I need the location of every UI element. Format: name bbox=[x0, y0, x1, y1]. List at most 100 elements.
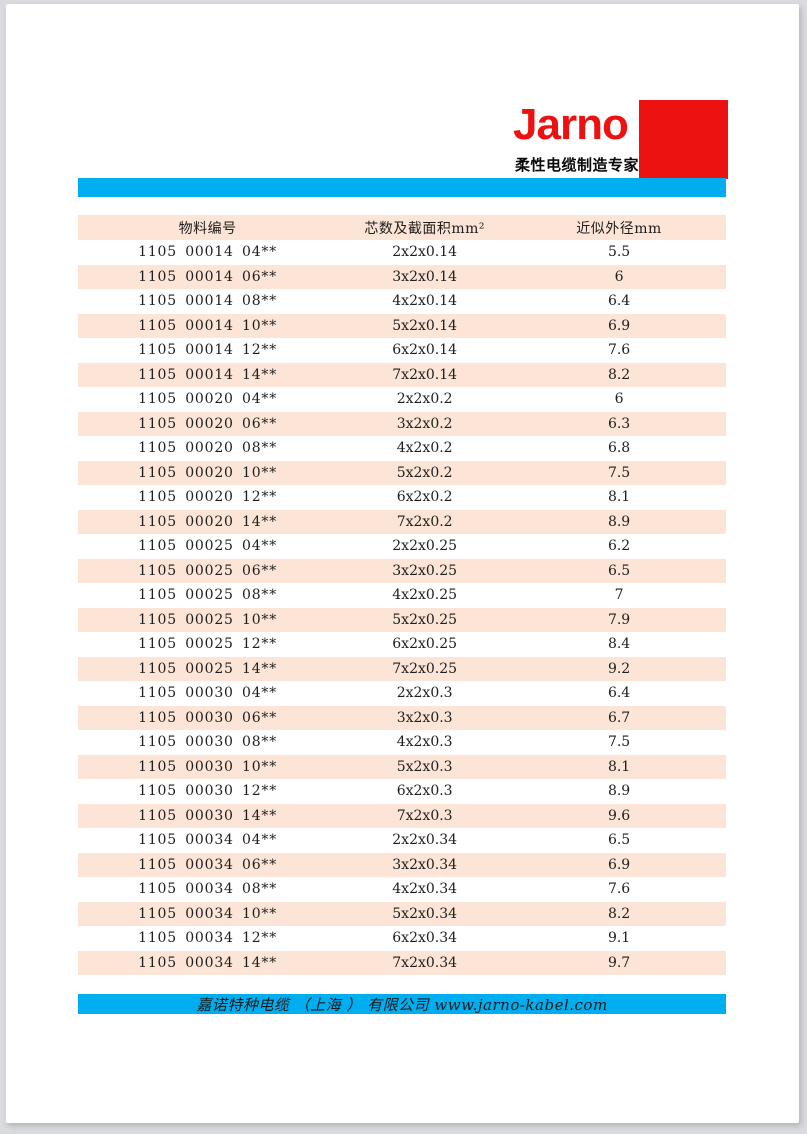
table-row: 1105 00014 14** 7x2x0.14 8.2 bbox=[78, 362, 726, 387]
core-section-cell: 7x2x0.34 bbox=[337, 950, 513, 975]
material-code-cell: 1105 00030 10** bbox=[78, 754, 338, 779]
table-row: 1105 00034 08** 4x2x0.34 7.6 bbox=[78, 877, 726, 902]
material-code-cell: 1105 00030 04** bbox=[138, 685, 278, 702]
core-section-cell: 7x2x0.14 bbox=[337, 362, 513, 387]
table-row: 1105 00014 12** 6x2x0.14 7.6 bbox=[78, 338, 726, 363]
material-code-cell: 1105 00020 04** bbox=[138, 391, 278, 408]
material-code-cell: 1105 00034 14** bbox=[78, 950, 338, 975]
core-section-cell: 4x2x0.34 bbox=[392, 881, 458, 898]
table-row: 1105 00025 08** 4x2x0.25 7 bbox=[78, 583, 726, 608]
material-code-cell: 1105 00014 04** bbox=[138, 244, 278, 261]
table-row: 1105 00034 10** 5x2x0.34 8.2 bbox=[78, 901, 726, 926]
table-row: 1105 00014 08** 4x2x0.14 6.4 bbox=[78, 289, 726, 314]
core-section-cell: 4x2x0.25 bbox=[392, 587, 458, 604]
outer-diameter-cell: 8.2 bbox=[512, 362, 726, 387]
core-section-cell: 4x2x0.3 bbox=[396, 734, 453, 751]
core-section-cell: 5x2x0.25 bbox=[337, 607, 513, 632]
outer-diameter-cell: 5.5 bbox=[607, 244, 631, 261]
material-code-cell: 1105 00014 12** bbox=[138, 342, 278, 359]
outer-diameter-cell: 9.7 bbox=[512, 950, 726, 975]
table-row: 1105 00020 10** 5x2x0.2 7.5 bbox=[78, 460, 726, 485]
table-row: 1105 00025 12** 6x2x0.25 8.4 bbox=[78, 632, 726, 657]
outer-diameter-cell: 7.6 bbox=[607, 881, 631, 898]
table-row: 1105 00020 06** 3x2x0.2 6.3 bbox=[78, 411, 726, 436]
core-section-cell: 2x2x0.34 bbox=[392, 832, 458, 849]
core-section-cell: 3x2x0.2 bbox=[337, 411, 513, 436]
table-row: 1105 00025 06** 3x2x0.25 6.5 bbox=[78, 558, 726, 583]
material-code-cell: 1105 00020 06** bbox=[78, 411, 338, 436]
core-section-cell: 2x2x0.3 bbox=[396, 685, 453, 702]
footer-bar: 嘉诺特种电缆 （上海 ） 有限公司 www.jarno-kabel.com bbox=[78, 994, 726, 1014]
outer-diameter-cell: 6.5 bbox=[607, 832, 631, 849]
outer-diameter-cell: 6.4 bbox=[607, 685, 631, 702]
table-row: 1105 00034 14** 7x2x0.34 9.7 bbox=[78, 950, 726, 975]
outer-diameter-cell: 8.9 bbox=[512, 509, 726, 534]
material-code-cell: 1105 00030 06** bbox=[78, 705, 338, 730]
outer-diameter-cell: 8.1 bbox=[512, 754, 726, 779]
table-row: 1105 00034 04** 2x2x0.34 6.5 bbox=[78, 828, 726, 853]
material-code-cell: 1105 00030 12** bbox=[138, 783, 278, 800]
table-row: 1105 00014 04** 2x2x0.14 5.5 bbox=[78, 240, 726, 265]
table-row: 1105 00030 04** 2x2x0.3 6.4 bbox=[78, 681, 726, 706]
material-code-cell: 1105 00025 06** bbox=[78, 558, 338, 583]
table-row: 1105 00034 12** 6x2x0.34 9.1 bbox=[78, 926, 726, 951]
core-section-cell: 4x2x0.2 bbox=[396, 440, 453, 457]
outer-diameter-cell: 6 bbox=[512, 264, 726, 289]
table-row: 1105 00030 12** 6x2x0.3 8.9 bbox=[78, 779, 726, 804]
material-code-cell: 1105 00034 10** bbox=[78, 901, 338, 926]
core-section-cell: 5x2x0.14 bbox=[337, 313, 513, 338]
outer-diameter-cell: 8.9 bbox=[607, 783, 631, 800]
core-section-cell: 6x2x0.14 bbox=[392, 342, 458, 359]
material-code-cell: 1105 00020 14** bbox=[78, 509, 338, 534]
material-code-cell: 1105 00025 14** bbox=[78, 656, 338, 681]
material-code-cell: 1105 00014 06** bbox=[78, 264, 338, 289]
outer-diameter-cell: 9.1 bbox=[607, 930, 631, 947]
outer-diameter-cell: 9.2 bbox=[512, 656, 726, 681]
material-code-cell: 1105 00030 14** bbox=[78, 803, 338, 828]
table-row: 1105 00025 04** 2x2x0.25 6.2 bbox=[78, 534, 726, 559]
core-section-cell: 7x2x0.25 bbox=[337, 656, 513, 681]
table-row: 1105 00020 04** 2x2x0.2 6 bbox=[78, 387, 726, 412]
table-body: 1105 00014 04** 2x2x0.14 5.5 1105 00014 06*… bbox=[78, 240, 726, 975]
core-section-cell: 6x2x0.2 bbox=[396, 489, 453, 506]
material-code-cell: 1105 00025 04** bbox=[138, 538, 278, 555]
outer-diameter-cell: 8.2 bbox=[512, 901, 726, 926]
table-row: 1105 00030 08** 4x2x0.3 7.5 bbox=[78, 730, 726, 755]
material-code-cell: 1105 00034 04** bbox=[138, 832, 278, 849]
outer-diameter-cell: 7.6 bbox=[607, 342, 631, 359]
material-code-cell: 1105 00014 08** bbox=[138, 293, 278, 310]
outer-diameter-cell: 9.6 bbox=[512, 803, 726, 828]
outer-diameter-cell: 8.1 bbox=[607, 489, 631, 506]
core-section-cell: 3x2x0.14 bbox=[337, 264, 513, 289]
outer-diameter-cell: 6.9 bbox=[512, 313, 726, 338]
core-section-cell: 7x2x0.3 bbox=[337, 803, 513, 828]
core-section-cell: 7x2x0.2 bbox=[337, 509, 513, 534]
table-row: 1105 00014 06** 3x2x0.14 6 bbox=[78, 264, 726, 289]
footer-company-text: 嘉诺特种电缆 （上海 ） 有限公司 www.jarno-kabel.com bbox=[196, 995, 608, 1014]
material-code-cell: 1105 00030 08** bbox=[138, 734, 278, 751]
outer-diameter-cell: 6.8 bbox=[607, 440, 631, 457]
outer-diameter-cell: 6.4 bbox=[607, 293, 631, 310]
table-header-row: 物料编号 芯数及截面积mm² 近似外径mm bbox=[78, 215, 726, 240]
table-row: 1105 00030 14** 7x2x0.3 9.6 bbox=[78, 803, 726, 828]
table-row: 1105 00020 08** 4x2x0.2 6.8 bbox=[78, 436, 726, 461]
core-section-cell: 6x2x0.25 bbox=[392, 636, 458, 653]
core-section-cell: 4x2x0.14 bbox=[392, 293, 458, 310]
header-accent-bar bbox=[78, 178, 726, 197]
outer-diameter-cell: 6 bbox=[614, 391, 624, 408]
outer-diameter-cell: 7.9 bbox=[512, 607, 726, 632]
core-section-cell: 2x2x0.2 bbox=[396, 391, 453, 408]
table-row: 1105 00025 10** 5x2x0.25 7.9 bbox=[78, 607, 726, 632]
outer-diameter-cell: 7 bbox=[614, 587, 624, 604]
core-section-cell: 2x2x0.14 bbox=[392, 244, 458, 261]
outer-diameter-cell: 6.9 bbox=[512, 852, 726, 877]
outer-diameter-cell: 6.2 bbox=[607, 538, 631, 555]
column-header-material-code: 物料编号 bbox=[78, 215, 338, 240]
logo-red-square bbox=[639, 100, 728, 179]
product-spec-table: 物料编号 芯数及截面积mm² 近似外径mm 1105 00014 04** 2x2… bbox=[78, 215, 726, 975]
table-row: 1105 00030 06** 3x2x0.3 6.7 bbox=[78, 705, 726, 730]
table-row: 1105 00030 10** 5x2x0.3 8.1 bbox=[78, 754, 726, 779]
material-code-cell: 1105 00020 12** bbox=[138, 489, 278, 506]
material-code-cell: 1105 00034 06** bbox=[78, 852, 338, 877]
material-code-cell: 1105 00014 14** bbox=[78, 362, 338, 387]
